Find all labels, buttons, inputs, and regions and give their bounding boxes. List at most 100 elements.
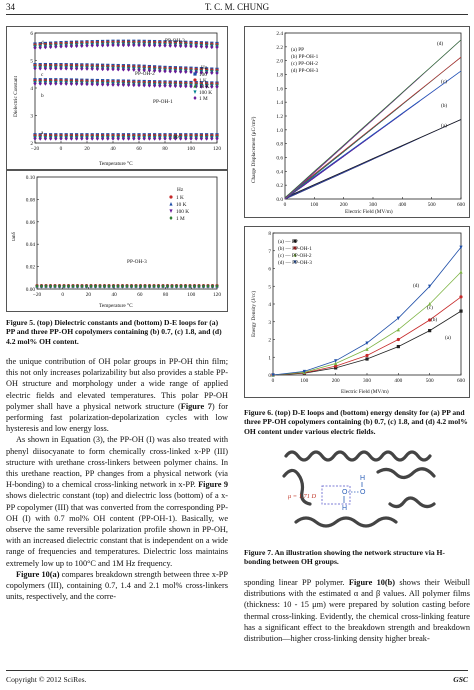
data-point [189, 136, 193, 141]
figure-9-ref[interactable]: Figure 9 [198, 480, 228, 490]
data-point [163, 136, 167, 141]
legend-label: (d) — PP-OH-3 [278, 259, 312, 266]
y-tick-label: 0.4 [276, 169, 283, 175]
data-point [33, 136, 37, 141]
fig7-illustration: μ = 1.71 D H O O H [282, 442, 442, 534]
data-point [33, 81, 37, 86]
y-tick-label: 0.06 [26, 220, 36, 226]
data-point [57, 284, 62, 289]
data-point [163, 69, 167, 74]
hbond-network-drawing: μ = 1.71 D H O O H [282, 450, 436, 528]
data-point [49, 66, 53, 71]
header-rule [6, 14, 468, 15]
data-point [170, 284, 174, 289]
polymer-chain-2 [282, 468, 312, 506]
y-tick-label: 2 [30, 141, 33, 147]
data-point [111, 67, 115, 72]
series-pp-oh-1 [271, 295, 463, 377]
data-point [147, 83, 151, 88]
data-point [111, 284, 116, 289]
curve-label-d: (d) [413, 282, 419, 289]
data-point [84, 284, 89, 289]
data-point [89, 284, 93, 289]
data-point [163, 83, 167, 88]
data-point [210, 284, 215, 289]
legend-label: 10 K [199, 84, 210, 90]
fig6-bottom-chart: 8 7 6 5 4 3 2 1 0 0 100 200 300 400 500 600 Energy Den… [250, 231, 465, 395]
data-point [64, 81, 68, 86]
data-point [38, 45, 42, 50]
copyright-notice: Copyright © 2012 SciRes. [6, 675, 87, 684]
data-point [90, 43, 94, 48]
data-point [396, 316, 400, 321]
data-point [201, 284, 206, 289]
x-tick-label: 100 [187, 292, 195, 298]
data-point [189, 70, 193, 75]
curve-label-b: (b) [431, 316, 437, 323]
data-point [116, 284, 120, 289]
series-d-pp-oh-3 [284, 39, 462, 200]
y-tick-label: 0.6 [276, 156, 283, 162]
data-point [134, 284, 138, 289]
data-point [205, 136, 209, 141]
data-point [90, 82, 94, 87]
data-point [215, 71, 219, 76]
data-point [95, 136, 99, 141]
y-tick-label: 6 [30, 31, 33, 37]
legend-marker [293, 253, 297, 257]
data-point [153, 83, 157, 88]
curve-label-a: a [41, 130, 44, 136]
x-tick-label: 100 [300, 378, 308, 384]
data-point [183, 284, 188, 289]
figure-10b-ref[interactable]: Figure 10(b) [348, 578, 396, 587]
series-label-ppoh2: PP-OH-2 [135, 71, 155, 77]
data-point [38, 81, 42, 86]
data-point [101, 82, 105, 87]
data-point [365, 357, 369, 361]
data-point [85, 66, 89, 71]
legend: (a) — PP(b) — PP-OH-1(c) — PP-OH-2(d) — … [278, 238, 312, 266]
data-point [132, 67, 136, 72]
data-point [158, 136, 162, 141]
data-point [80, 284, 84, 289]
data-point [138, 284, 143, 289]
x-tick-label: 120 [213, 292, 221, 298]
loop-discharge [284, 56, 462, 198]
data-point [85, 136, 89, 141]
data-point [101, 43, 105, 48]
legend-label: 100 [199, 72, 207, 78]
x-tick-label: 80 [162, 146, 168, 152]
figure-10a-ref[interactable]: Figure 10(a) [16, 569, 60, 579]
y-tick-label: 2 [268, 338, 271, 344]
data-point [168, 43, 172, 48]
fig6-top-panel: 2.4 2.2 2.0 1.8 1.6 1.4 1.2 1.0 0.8 0.6 0.4 0.2 0.0 … [244, 26, 470, 218]
y-tick-label: 6 [268, 267, 271, 273]
data-point [121, 82, 125, 87]
y-tick-label: 4 [268, 302, 271, 308]
data-point [142, 136, 146, 141]
plot-frame [36, 176, 218, 290]
data-point [80, 82, 84, 87]
figure-7-ref[interactable]: Figure 7 [180, 401, 212, 411]
y-tick-label: 0.2 [276, 183, 283, 189]
data-point [59, 136, 63, 141]
data-point [179, 136, 183, 141]
data-point [142, 83, 146, 88]
y-tick-label: 0.08 [26, 197, 36, 203]
series-pp-oh-2 [33, 63, 219, 76]
data-point [194, 136, 198, 141]
data-point [101, 136, 105, 141]
data-point [334, 366, 338, 370]
y-tick-label: 1.4 [276, 100, 283, 106]
data-point [173, 69, 177, 74]
data-point [111, 82, 115, 87]
page-footer: Copyright © 2012 SciRes. GSC [6, 670, 468, 684]
curve-label-a: (a) [441, 122, 447, 129]
data-point [62, 284, 66, 289]
data-point [111, 136, 115, 141]
data-point [116, 67, 120, 72]
data-point [459, 270, 463, 274]
data-point [53, 284, 57, 289]
data-point [199, 84, 203, 89]
data-point [127, 136, 131, 141]
